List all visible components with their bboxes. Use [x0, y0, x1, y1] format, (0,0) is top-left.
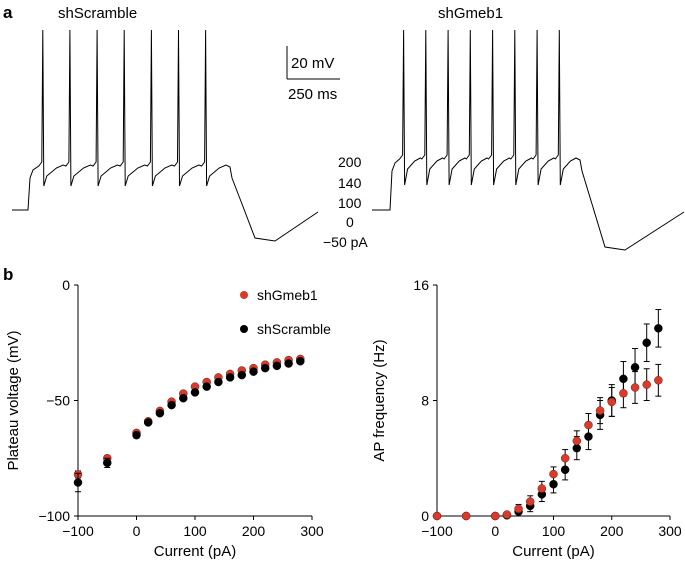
x-axis-label: Current (pA): [154, 543, 237, 560]
legend-label: shScramble: [257, 321, 331, 337]
legend-label: shGmeb1: [257, 287, 318, 303]
data-point: [537, 484, 547, 493]
scale-bar-time-label: 250 ms: [288, 86, 337, 103]
x-tick-label: 200: [242, 523, 266, 539]
data-point: [572, 436, 582, 446]
current-step-label: −50 pA: [323, 234, 368, 250]
x-axis-label: Current (pA): [512, 543, 595, 560]
series-shgmeb1: [432, 363, 663, 521]
current-step-label: 140: [338, 175, 362, 191]
data-point: [595, 406, 605, 415]
data-point: [654, 376, 663, 385]
y-tick-label: 0: [62, 277, 70, 293]
data-point: [584, 420, 593, 430]
scale-bar: [286, 46, 340, 80]
voltage-trace-line: [372, 29, 685, 251]
x-tick-label: 300: [658, 523, 682, 539]
legend-marker: [240, 291, 248, 299]
data-point: [654, 324, 663, 333]
data-point: [514, 504, 523, 514]
legend: shGmeb1 shScramble: [240, 287, 331, 337]
data-point: [432, 511, 442, 521]
scale-bar-voltage-label: 20 mV: [291, 55, 334, 72]
panel-b-letter: b: [3, 265, 13, 284]
data-point: [179, 393, 188, 403]
x-tick-label: 0: [133, 523, 141, 539]
data-point: [190, 388, 200, 397]
data-point: [642, 338, 651, 347]
data-point: [225, 373, 235, 382]
x-tick-label: 0: [491, 523, 499, 539]
data-point: [260, 363, 270, 373]
data-point: [214, 377, 223, 387]
data-point: [642, 380, 651, 389]
current-step-label: 200: [338, 154, 362, 170]
data-point: [296, 356, 305, 366]
x-tick-label: 100: [542, 523, 566, 539]
data-point: [461, 511, 471, 521]
data-point: [103, 458, 112, 468]
data-point: [167, 400, 176, 410]
trace-shscramble: [12, 29, 319, 242]
x-tick-label: 100: [183, 523, 207, 539]
data-point: [237, 370, 247, 380]
data-point: [143, 418, 153, 427]
current-step-label: 100: [338, 195, 362, 211]
data-point: [502, 510, 512, 519]
data-point: [202, 382, 211, 391]
voltage-trace-line: [12, 29, 319, 242]
y-tick-label: 8: [421, 393, 429, 409]
y-axis-label: Plateau voltage (mV): [5, 330, 22, 470]
x-tick-label: 300: [300, 523, 324, 539]
data-point: [249, 367, 258, 376]
data-point: [284, 359, 293, 368]
legend-marker: [240, 325, 248, 333]
panel-a-letter: a: [3, 3, 13, 22]
data-point: [491, 511, 500, 521]
data-point: [630, 363, 640, 372]
current-step-label: 0: [346, 214, 354, 230]
series-shscramble: [432, 309, 663, 521]
y-tick-label: −50: [46, 393, 70, 409]
data-point: [619, 389, 628, 398]
data-point: [607, 397, 616, 407]
x-tick-label: −100: [62, 523, 94, 539]
y-tick-label: 0: [421, 508, 429, 524]
data-point: [560, 454, 570, 463]
trace-shgmeb1: [372, 29, 685, 251]
data-point: [155, 408, 165, 418]
y-tick-label: 16: [413, 277, 429, 293]
y-axis-label: AP frequency (Hz): [371, 339, 388, 461]
data-point: [272, 361, 282, 371]
series-shscramble: [73, 356, 305, 493]
trace-title-shscramble: shScramble: [58, 5, 137, 22]
data-point: [549, 469, 558, 479]
data-point: [525, 497, 535, 506]
y-tick-label: −100: [38, 508, 70, 524]
data-point: [132, 430, 141, 440]
x-tick-label: 200: [600, 523, 624, 539]
data-point: [630, 383, 640, 392]
data-point: [73, 478, 83, 487]
trace-title-shgmeb1: shGmeb1: [438, 5, 503, 22]
plateau-voltage-chart: −100 0 100 200 300 −100 −50 0 Current (pA) Platea…: [5, 277, 331, 560]
x-tick-label: −100: [421, 523, 453, 539]
